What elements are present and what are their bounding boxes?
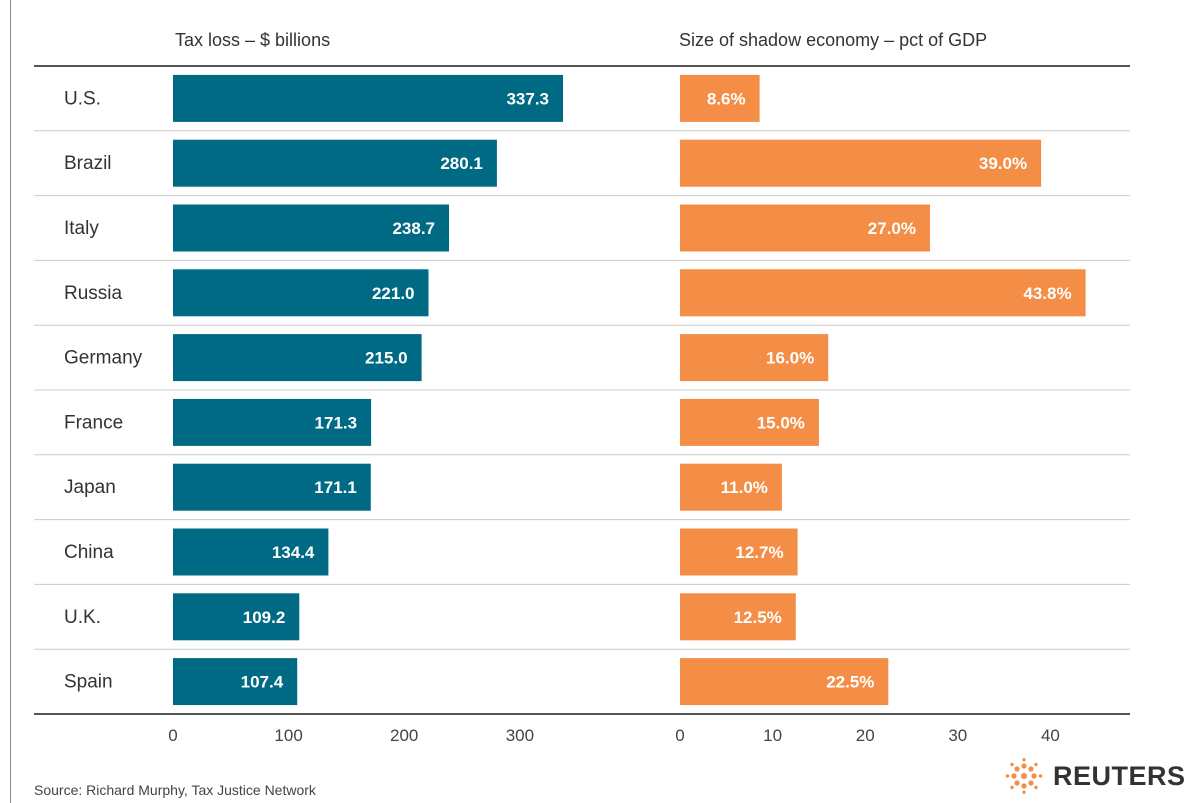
tax-loss-bar	[173, 528, 329, 576]
shadow-economy-value-label: 11.0%	[721, 478, 768, 497]
shadow-economy-value-label: 22.5%	[826, 673, 874, 692]
tax-loss-bar	[173, 269, 429, 317]
tax-loss-bar	[173, 398, 372, 446]
shadow-economy-value-label: 8.6%	[707, 89, 746, 108]
shadow-economy-value-label: 39.0%	[979, 154, 1027, 173]
shadow-economy-bar	[680, 74, 760, 122]
category-label: Russia	[64, 283, 123, 304]
category-label: France	[64, 412, 123, 433]
shadow-economy-panel-title: Size of shadow economy – pct of GDP	[679, 30, 988, 50]
category-label: Spain	[64, 672, 113, 693]
tax-loss-bar	[173, 204, 449, 252]
tax-loss-value-label: 337.3	[506, 89, 549, 108]
shadow-economy-bar	[680, 593, 796, 641]
reuters-logo-icon	[1005, 758, 1043, 794]
tax-loss-tick-label: 300	[506, 726, 534, 745]
category-label: China	[64, 542, 114, 563]
shadow-economy-value-label: 27.0%	[868, 219, 916, 238]
shadow-economy-bar	[680, 204, 930, 252]
tax-loss-value-label: 221.0	[372, 284, 415, 303]
tax-loss-panel-title: Tax loss – $ billions	[175, 30, 331, 50]
tax-loss-tick-label: 0	[168, 726, 177, 745]
reuters-logo: REUTERS	[1003, 756, 1188, 796]
category-label: Germany	[64, 348, 143, 369]
shadow-economy-bar	[680, 398, 819, 446]
tax-loss-value-label: 134.4	[272, 543, 315, 562]
tax-loss-value-label: 171.1	[314, 478, 357, 497]
shadow-economy-bar	[680, 139, 1042, 187]
shadow-economy-value-label: 12.5%	[734, 608, 782, 627]
category-label: Italy	[64, 218, 99, 239]
tax-loss-value-label: 107.4	[241, 673, 284, 692]
shadow-economy-tick-label: 20	[856, 726, 875, 745]
shadow-economy-bar	[680, 463, 782, 511]
category-label: U.K.	[64, 607, 101, 628]
tax-loss-tick-label: 200	[390, 726, 418, 745]
shadow-economy-value-label: 15.0%	[757, 413, 805, 432]
shadow-economy-bar	[680, 528, 798, 576]
category-label: Japan	[64, 477, 116, 498]
tax-loss-value-label: 280.1	[440, 154, 483, 173]
left-border-rule	[10, 0, 11, 803]
tax-loss-value-label: 238.7	[392, 219, 435, 238]
tax-loss-value-label: 215.0	[365, 349, 408, 368]
shadow-economy-tick-label: 10	[763, 726, 782, 745]
shadow-economy-tick-label: 0	[675, 726, 684, 745]
tax-loss-bar	[173, 139, 497, 187]
tax-loss-bar	[173, 463, 371, 511]
shadow-economy-value-label: 43.8%	[1023, 284, 1071, 303]
shadow-economy-bar	[680, 269, 1086, 317]
shadow-economy-value-label: 12.7%	[735, 543, 783, 562]
shadow-economy-bar	[680, 658, 889, 706]
category-label: Brazil	[64, 153, 112, 174]
source-note: Source: Richard Murphy, Tax Justice Netw…	[34, 782, 316, 798]
shadow-economy-tick-label: 40	[1041, 726, 1060, 745]
tax-loss-bar	[173, 593, 300, 641]
shadow-economy-value-label: 16.0%	[766, 349, 814, 368]
tax-loss-value-label: 109.2	[243, 608, 286, 627]
tax-loss-bar	[173, 74, 563, 122]
reuters-logo-text: REUTERS	[1053, 760, 1186, 791]
category-label: U.S.	[64, 88, 101, 109]
shadow-economy-tick-label: 30	[948, 726, 967, 745]
tax-loss-bar	[173, 658, 298, 706]
tax-loss-tick-label: 100	[274, 726, 302, 745]
tax-loss-value-label: 171.3	[315, 413, 358, 432]
tax-loss-bar	[173, 334, 422, 382]
shadow-economy-bar	[680, 334, 829, 382]
